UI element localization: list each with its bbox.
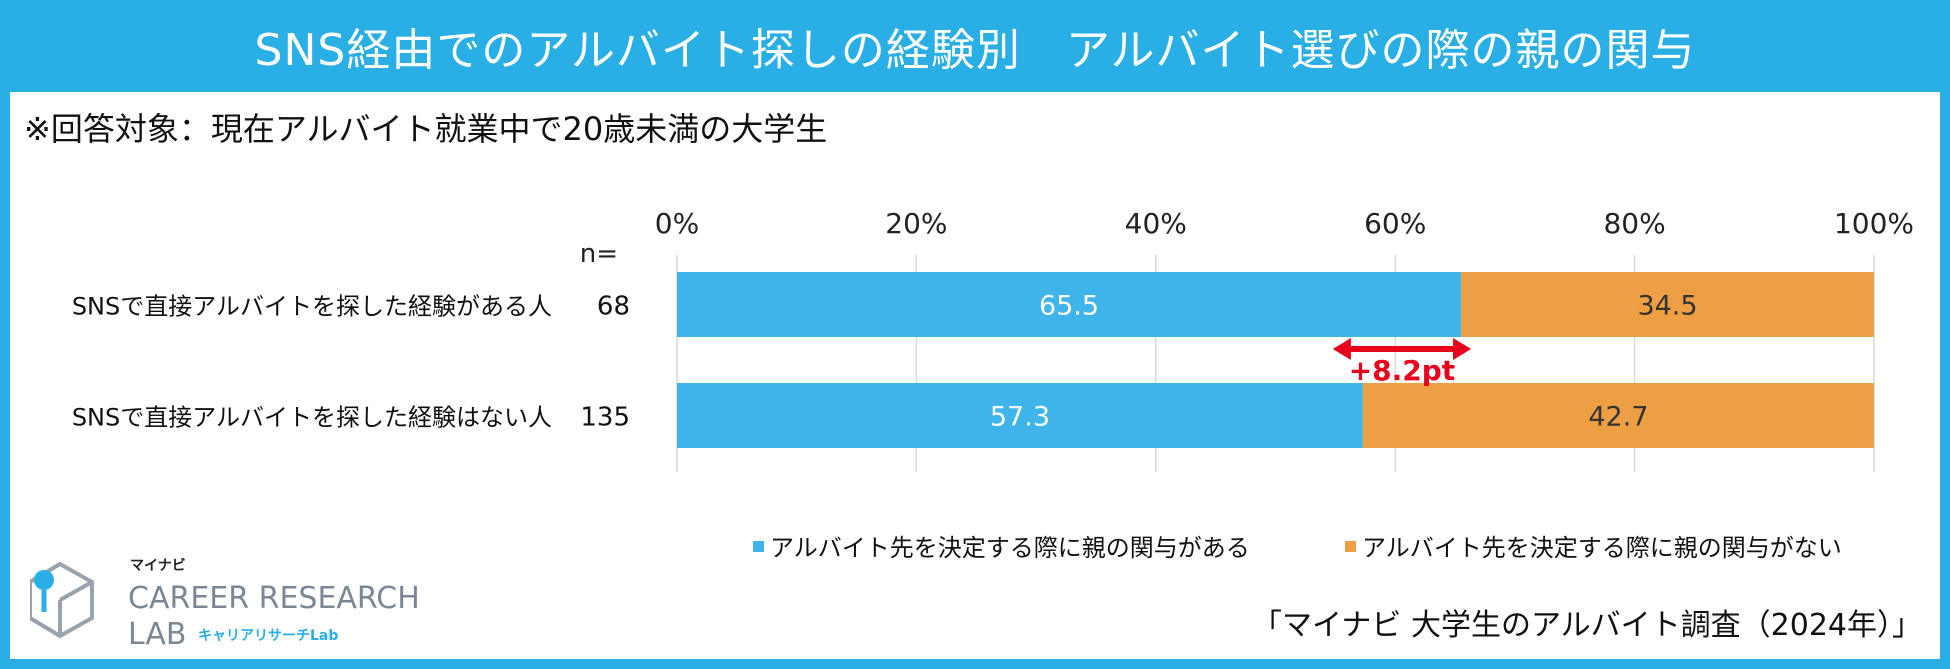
x-tick-label: 0%	[655, 207, 699, 240]
data-label: 34.5	[1637, 291, 1697, 322]
bar-segment	[677, 272, 1462, 337]
brand-mynavi: マイナビ	[130, 558, 186, 574]
legend-label: アルバイト先を決定する際に親の関与がない	[1362, 534, 1842, 562]
bar-segment	[1362, 383, 1874, 448]
x-tick-label: 40%	[1125, 207, 1187, 240]
n-value: 68	[597, 292, 630, 322]
n-header: n=	[580, 239, 618, 269]
bar-segment	[1461, 272, 1874, 337]
chart-title: SNS経由でのアルバイト探しの経験別 アルバイト選びの際の親の関与	[10, 10, 1940, 92]
brand-line2: LAB	[128, 617, 187, 652]
brand-line1: CAREER RESEARCH	[128, 581, 420, 616]
legend-swatch	[1345, 541, 1356, 552]
data-label: 57.3	[990, 402, 1050, 433]
annotation-arrowhead-right	[1453, 338, 1472, 360]
data-label: 42.7	[1588, 402, 1648, 433]
brand-sub: キャリアリサーチLab	[198, 628, 338, 644]
x-tick-label: 80%	[1603, 207, 1665, 240]
source-note: 「マイナビ 大学生のアルバイト調査（2024年）」	[1252, 608, 1922, 643]
legend-swatch	[753, 541, 764, 552]
data-label: 65.5	[1039, 291, 1099, 322]
n-value: 135	[580, 403, 630, 433]
category-label: SNSで直接アルバイトを探した経験はない人	[72, 404, 552, 432]
bar-segment	[677, 383, 1363, 448]
x-tick-label: 20%	[885, 207, 947, 240]
respondent-note: ※回答対象：現在アルバイト就業中で20歳未満の大学生	[24, 110, 828, 148]
x-tick-label: 60%	[1364, 207, 1426, 240]
legend-label: アルバイト先を決定する際に親の関与がある	[770, 534, 1250, 562]
difference-annotation: +8.2pt	[1349, 354, 1456, 387]
cube-icon	[30, 561, 94, 639]
annotation-arrowhead-left	[1332, 338, 1351, 360]
x-tick-label: 100%	[1834, 207, 1914, 240]
career-research-lab-logo: マイナビ CAREER RESEARCH LAB キャリアリサーチLab	[30, 558, 420, 652]
category-label: SNSで直接アルバイトを探した経験がある人	[72, 293, 552, 321]
